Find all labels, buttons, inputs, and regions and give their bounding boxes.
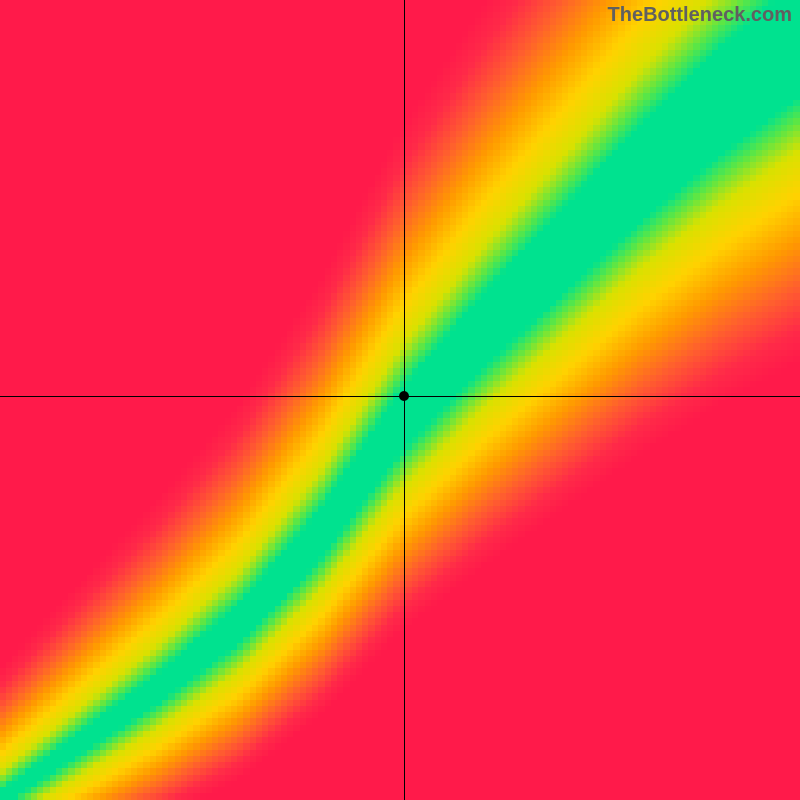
- chart-container: TheBottleneck.com: [0, 0, 800, 800]
- crosshair-marker: [399, 391, 409, 401]
- attribution-text: TheBottleneck.com: [608, 4, 792, 27]
